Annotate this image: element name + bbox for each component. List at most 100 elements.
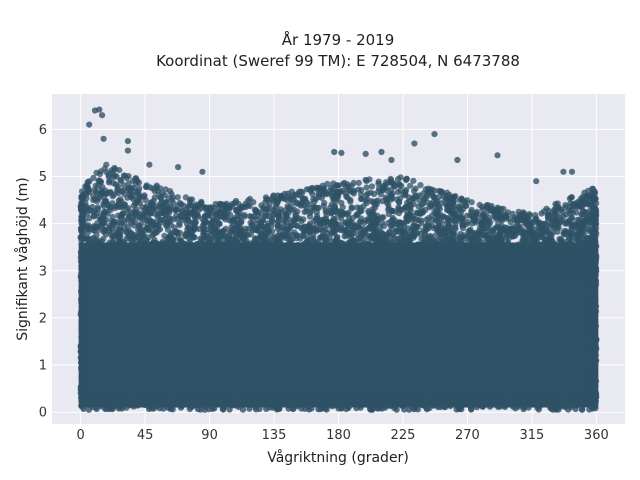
scatter-point — [192, 219, 199, 226]
scatter-point — [359, 252, 366, 260]
scatter-point — [415, 192, 423, 199]
scatter-point — [91, 208, 98, 215]
scatter-point — [544, 214, 552, 221]
scatter-point — [348, 262, 355, 269]
scatter-point — [120, 172, 128, 179]
scatter-point — [379, 219, 386, 226]
scatter-point — [419, 241, 426, 248]
scatter-point — [105, 246, 112, 253]
scatter-point — [573, 209, 580, 216]
data-points — [77, 106, 600, 413]
scatter-point — [371, 190, 378, 198]
scatter-point — [308, 207, 315, 214]
scatter-point — [552, 207, 559, 214]
scatter-point — [458, 215, 465, 222]
scatter-point — [231, 237, 238, 244]
scatter-point — [388, 266, 395, 274]
scatter-point — [174, 194, 181, 201]
scatter-point — [502, 227, 510, 234]
scatter-point — [432, 232, 439, 239]
scatter-point — [417, 182, 424, 189]
scatter-point — [215, 219, 222, 226]
scatter-point — [139, 232, 146, 239]
scatter-point — [555, 267, 562, 274]
scatter-point — [169, 194, 176, 201]
scatter-point — [452, 205, 459, 213]
scatter-point — [290, 206, 297, 213]
scatter-point — [198, 267, 205, 274]
scatter-point — [435, 211, 442, 218]
scatter-point — [177, 211, 184, 218]
scatter-point — [319, 234, 326, 241]
scatter-point — [358, 187, 365, 194]
scatter-point — [363, 184, 370, 191]
scatter-point — [195, 240, 202, 247]
scatter-point — [418, 217, 425, 224]
scatter-point — [90, 264, 97, 272]
scatter-point — [404, 225, 411, 232]
scatter-point — [560, 231, 567, 238]
scatter-point — [300, 216, 307, 223]
scatter-point — [148, 219, 156, 226]
scatter-point — [367, 233, 374, 240]
scatter-point — [433, 224, 440, 231]
scatter-point — [450, 229, 457, 236]
scatter-point — [411, 187, 418, 195]
scatter-point — [406, 198, 413, 205]
scatter-point — [500, 205, 507, 212]
scatter-point — [389, 214, 396, 221]
scatter-point — [258, 202, 265, 209]
scatter-point — [132, 209, 139, 216]
scatter-point — [316, 216, 323, 223]
scatter-point — [117, 259, 125, 266]
scatter-point — [368, 212, 375, 219]
scatter-point — [586, 227, 593, 235]
scatter-point — [269, 217, 276, 225]
scatter-point — [183, 220, 191, 227]
scatter-point — [203, 251, 210, 258]
scatter-point — [169, 236, 177, 243]
scatter-point — [480, 221, 487, 229]
scatter-point — [125, 173, 132, 180]
scatter-point — [247, 231, 255, 238]
scatter-point — [515, 241, 522, 248]
scatter-point — [161, 243, 169, 250]
scatter-point — [159, 203, 166, 210]
scatter-point — [471, 229, 478, 237]
scatter-point — [241, 212, 248, 219]
scatter-point — [173, 212, 180, 219]
scatter-point — [222, 247, 230, 254]
scatter-point — [514, 252, 521, 259]
scatter-point — [540, 208, 548, 215]
scatter-point — [124, 246, 132, 253]
scatter-point — [438, 189, 445, 196]
scatter-point — [135, 226, 142, 233]
scatter-point — [504, 252, 511, 259]
scatter-point — [375, 237, 382, 244]
chart-title-line2: Koordinat (Sweref 99 TM): E 728504, N 64… — [156, 52, 520, 70]
scatter-point — [554, 212, 561, 219]
scatter-point — [292, 254, 299, 261]
scatter-point — [319, 250, 326, 257]
scatter-point — [382, 184, 389, 191]
scatter-point — [228, 247, 235, 254]
scatter-point — [90, 196, 97, 204]
scatter-point — [252, 207, 260, 214]
scatter-point — [138, 220, 145, 227]
scatter-point — [116, 167, 123, 174]
scatter-point — [130, 185, 137, 192]
scatter-point — [536, 247, 543, 254]
scatter-point — [403, 175, 410, 182]
scatter-point — [525, 223, 532, 230]
scatter-point — [348, 182, 355, 189]
scatter-point — [355, 179, 362, 186]
scatter-point — [194, 211, 201, 218]
scatter-point — [265, 213, 272, 220]
scatter-point — [370, 225, 377, 232]
scatter-point — [489, 229, 497, 236]
scatter-point — [246, 253, 253, 260]
scatter-point — [206, 238, 213, 245]
scatter-point — [464, 218, 471, 226]
scatter-point — [200, 228, 207, 235]
scatter-point — [385, 244, 392, 251]
